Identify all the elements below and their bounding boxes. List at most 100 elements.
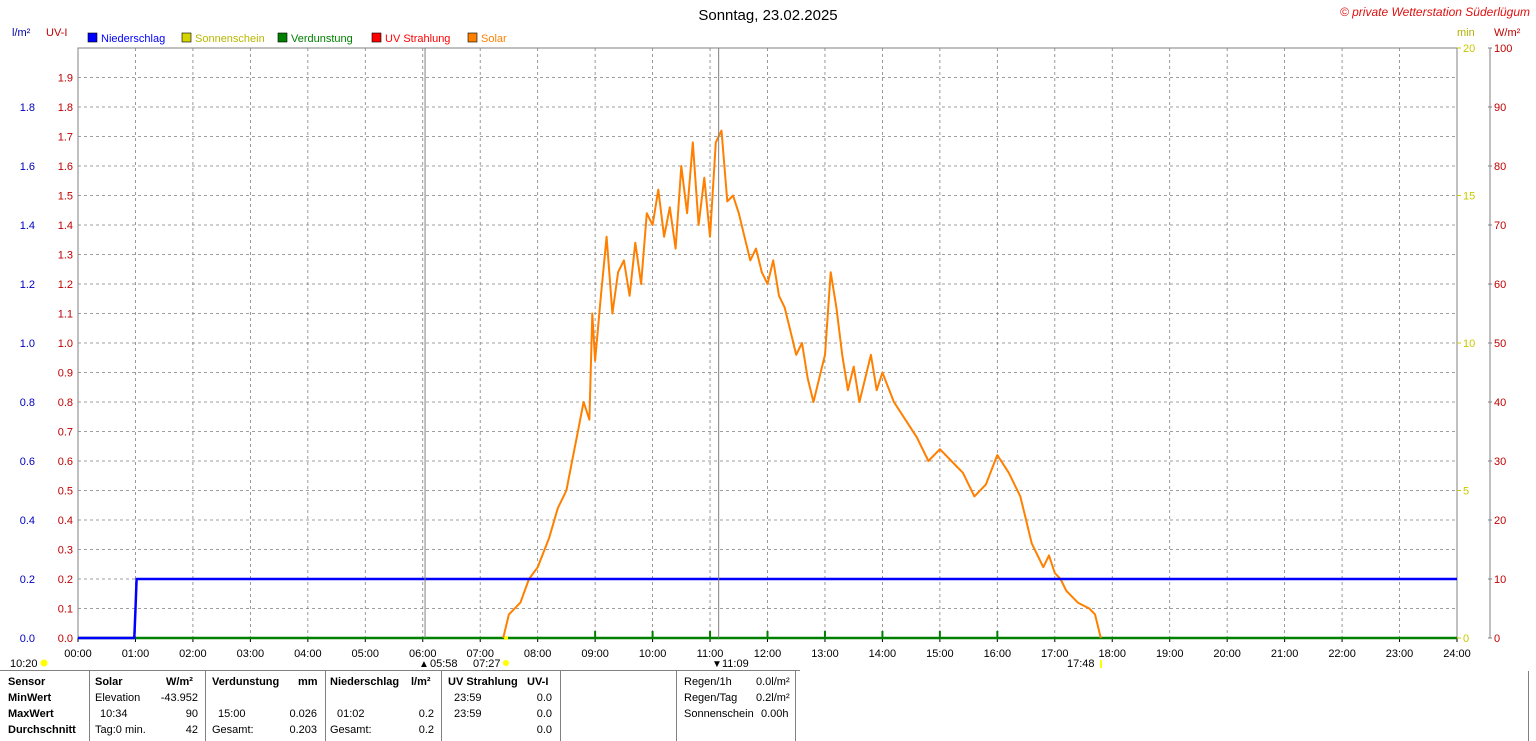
x-tick-label: 19:00 bbox=[1156, 648, 1184, 660]
dawn-arrow-icon: ▲ bbox=[419, 659, 429, 670]
stats-evap-value: 0.026 bbox=[289, 708, 317, 720]
legend-swatch bbox=[467, 32, 478, 43]
y-tick-label-uv: 0.3 bbox=[58, 545, 73, 557]
stats-solar-value: 42 bbox=[185, 724, 198, 736]
legend-label: Verdunstung bbox=[291, 33, 353, 45]
stats-divider bbox=[441, 671, 442, 741]
stats-solar-value: 90 bbox=[185, 708, 198, 720]
y-tick-label-solar: 20 bbox=[1494, 515, 1506, 527]
legend-swatch bbox=[277, 32, 288, 43]
y-tick-label-uv: 0.5 bbox=[58, 486, 73, 498]
y-tick-label-sunshine: 15 bbox=[1463, 191, 1475, 203]
stats-rain-time: 01:02 bbox=[337, 708, 365, 720]
x-tick-label: 12:00 bbox=[754, 648, 782, 660]
y-tick-label-sunshine: 0 bbox=[1463, 633, 1469, 645]
x-tick-label: 11:00 bbox=[697, 648, 724, 660]
stats-uv-value: 0.0 bbox=[536, 692, 552, 704]
y-tick-label-uv: 1.2 bbox=[58, 279, 73, 291]
legend-label: Niederschlag bbox=[101, 33, 165, 45]
stats-solar-time: Elevation bbox=[95, 692, 141, 704]
rain-value: 0.2l/m² bbox=[756, 692, 790, 704]
x-tick-label: 18:00 bbox=[1098, 648, 1126, 660]
x-tick-label: 05:00 bbox=[352, 648, 380, 660]
y-tick-label-solar: 100 bbox=[1494, 43, 1512, 55]
x-tick-label: 23:00 bbox=[1386, 648, 1414, 660]
chart: Sonntag, 23.02.2025 © private Wetterstat… bbox=[10, 5, 1530, 670]
noon-arrow-icon: ▼ bbox=[712, 659, 722, 670]
series-line-solar bbox=[502, 129, 1102, 639]
stats-solar-time: 10:34 bbox=[100, 708, 128, 720]
stats-divider bbox=[325, 671, 326, 741]
rain-label: Regen/Tag bbox=[684, 692, 738, 704]
y-tick-label-rain: 0.4 bbox=[20, 515, 35, 527]
stats-header-sensor: Sensor bbox=[8, 676, 46, 688]
sunshine-value: 0.00h bbox=[761, 708, 789, 720]
legend-swatch bbox=[87, 32, 98, 43]
y-tick-label-rain: 0.0 bbox=[20, 633, 35, 645]
stats-header-solar-unit: W/m² bbox=[166, 676, 193, 688]
stats-header-solar: Solar bbox=[95, 676, 123, 688]
x-tick-label: 16:00 bbox=[984, 648, 1012, 660]
y-tick-label-rain: 1.2 bbox=[20, 279, 35, 291]
stats-header-evap: Verdunstung bbox=[212, 676, 280, 688]
axis-labels: 00:00 01:00 02:00 03:00 04:00 05:00 06:00 07:00… bbox=[20, 43, 1513, 660]
y-tick-label-solar: 80 bbox=[1494, 161, 1506, 173]
x-tick-label: 02:00 bbox=[179, 648, 207, 660]
dawn-label: 05:58 bbox=[430, 658, 458, 670]
y-tick-label-uv: 1.9 bbox=[58, 73, 73, 85]
left-unit-uv: UV-I bbox=[46, 27, 67, 39]
y-tick-label-solar: 90 bbox=[1494, 102, 1506, 114]
stats-header-rain: Niederschlag bbox=[330, 676, 400, 688]
sunrise-label: 07:27 bbox=[473, 658, 501, 670]
x-tick-label: 03:00 bbox=[237, 648, 265, 660]
y-tick-label-rain: 1.8 bbox=[20, 102, 35, 114]
x-tick-label: 14:00 bbox=[869, 648, 897, 660]
stats-row-label: MinWert bbox=[8, 692, 52, 704]
stats-header-uv-unit: UV-I bbox=[527, 676, 549, 688]
start-time-label: 10:20 bbox=[10, 658, 38, 670]
stats-header-evap-unit: mm bbox=[298, 676, 318, 688]
y-tick-label-rain: 1.4 bbox=[20, 220, 35, 232]
stats-right-border bbox=[1528, 671, 1529, 741]
y-tick-label-solar: 70 bbox=[1494, 220, 1506, 232]
noon-label: 11:09 bbox=[722, 658, 749, 670]
sunshine-label: Sonnenschein bbox=[684, 708, 754, 720]
y-tick-label-uv: 0.4 bbox=[58, 515, 73, 527]
y-tick-label-uv: 0.7 bbox=[58, 427, 73, 439]
x-tick-label: 13:00 bbox=[811, 648, 839, 660]
y-tick-label-solar: 0 bbox=[1494, 633, 1500, 645]
stats-uv-value: 0.0 bbox=[536, 708, 552, 720]
y-tick-label-uv: 1.7 bbox=[58, 132, 73, 144]
legend-label: Solar bbox=[481, 33, 507, 45]
y-tick-label-sunshine: 5 bbox=[1463, 486, 1469, 498]
y-tick-label-uv: 1.4 bbox=[58, 220, 73, 232]
x-tick-label: 09:00 bbox=[581, 648, 609, 660]
y-tick-label-uv: 0.1 bbox=[58, 604, 73, 616]
right-unit-min: min bbox=[1457, 27, 1475, 39]
stats-evap-time: Gesamt: bbox=[212, 724, 254, 736]
x-tick-label: 17:00 bbox=[1041, 648, 1069, 660]
y-tick-label-rain: 0.6 bbox=[20, 456, 35, 468]
rain-label: Regen/1h bbox=[684, 676, 732, 688]
y-tick-label-uv: 1.3 bbox=[58, 250, 73, 262]
grid bbox=[77, 47, 1458, 639]
x-tick-label: 21:00 bbox=[1271, 648, 1299, 660]
y-tick-label-sunshine: 20 bbox=[1463, 43, 1475, 55]
y-tick-label-uv: 1.5 bbox=[58, 191, 73, 203]
x-tick-label: 22:00 bbox=[1328, 648, 1356, 660]
sunset-label: 17:48 bbox=[1067, 658, 1095, 670]
y-tick-label-sunshine: 10 bbox=[1463, 338, 1475, 350]
right-unit-watt: W/m² bbox=[1494, 27, 1521, 39]
sunrise-marker bbox=[504, 636, 509, 640]
legend-swatch bbox=[371, 32, 382, 43]
stats-rain-time: Gesamt: bbox=[330, 724, 372, 736]
stats-evap-value: 0.203 bbox=[289, 724, 317, 736]
y-tick-label-uv: 0.9 bbox=[58, 368, 73, 380]
stats-header-uv: UV Strahlung bbox=[448, 676, 518, 688]
x-tick-label: 00:00 bbox=[64, 648, 92, 660]
x-tick-label: 07:00 bbox=[466, 648, 494, 660]
x-tick-label: 15:00 bbox=[926, 648, 954, 660]
stats-uv-time: 23:59 bbox=[454, 692, 482, 704]
watermark-text: © private Wetterstation Süderlügum bbox=[1340, 5, 1530, 19]
left-unit-rain: l/m² bbox=[12, 27, 31, 39]
